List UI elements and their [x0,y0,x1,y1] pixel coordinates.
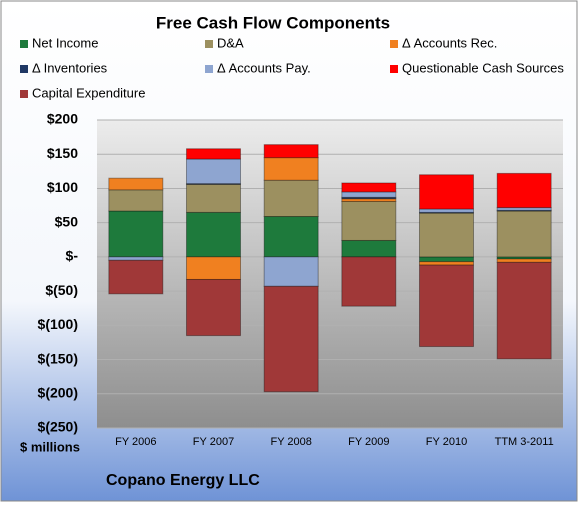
bar-segment [419,208,474,213]
x-tick-label: FY 2007 [193,436,234,448]
bar-segment [108,259,164,295]
legend-swatch [20,65,28,73]
y-tick-label: $(50) [45,282,78,298]
bar-segment [496,258,552,263]
bar-segment [263,179,319,218]
bar-segment [186,183,241,213]
y-tick-label: $(100) [38,316,78,332]
legend-swatch [20,90,28,98]
bar-segment [496,172,552,209]
bar-segment [263,157,319,181]
legend-swatch [390,40,398,48]
bar-segment [341,200,397,241]
y-tick-label: $(200) [38,384,78,400]
bar-segment [263,144,319,159]
footer: Copano Energy LLC [106,472,260,489]
y-tick-label: $100 [47,179,78,195]
x-tick-label: FY 2006 [115,436,156,448]
bar-segment [341,239,397,258]
bar-segment [186,278,241,337]
bar-segment [419,256,474,263]
bar-segment [419,174,474,210]
legend-label: Δ Accounts Pay. [217,60,311,75]
plot-area [97,120,563,428]
legend-swatch [205,65,213,73]
y-tick-label: $(250) [38,419,78,435]
legend-swatch [390,65,398,73]
bar-segment [186,211,241,258]
y-tick-label: $150 [47,145,78,161]
bar-segment [263,285,319,393]
bar-segment [186,148,241,160]
bar-segment [186,158,241,185]
bar-segment [186,256,241,280]
y-tick-label: $200 [47,111,78,127]
legend-label: Δ Inventories [32,60,108,75]
bar-segment [263,216,319,258]
chart-title: Free Cash Flow Components [156,13,390,32]
legend-label: Questionable Cash Sources [402,60,564,75]
y-tick-label: $(150) [38,350,78,366]
bar-segment [108,210,164,258]
legend-label: Δ Accounts Rec. [402,35,497,50]
x-tick-label: TTM 3-2011 [495,436,554,448]
legend-label: Net Income [32,35,98,50]
legend-swatch [20,40,28,48]
bar-segment [341,191,397,198]
bar-segment [341,182,397,193]
bar-segment [108,189,164,212]
x-tick-label: FY 2008 [270,436,311,448]
bar-segment [108,256,164,261]
y-axis-label: $ millions [20,439,80,454]
bar-segment [263,256,319,287]
bar-segment [419,261,474,266]
bar-segment [496,210,552,258]
bar-segment [419,212,474,258]
x-tick-label: FY 2010 [426,436,467,448]
y-tick-label: $50 [55,213,79,229]
bar-segment [419,264,474,348]
x-tick-label: FY 2009 [348,436,389,448]
legend-swatch [205,40,213,48]
bar-segment [341,256,397,307]
legend-label: D&A [217,35,244,50]
bar-segment [108,177,164,191]
legend-label: Capital Expenditure [32,85,145,100]
y-tick-label: $- [66,248,79,264]
bar-segment [496,261,552,360]
